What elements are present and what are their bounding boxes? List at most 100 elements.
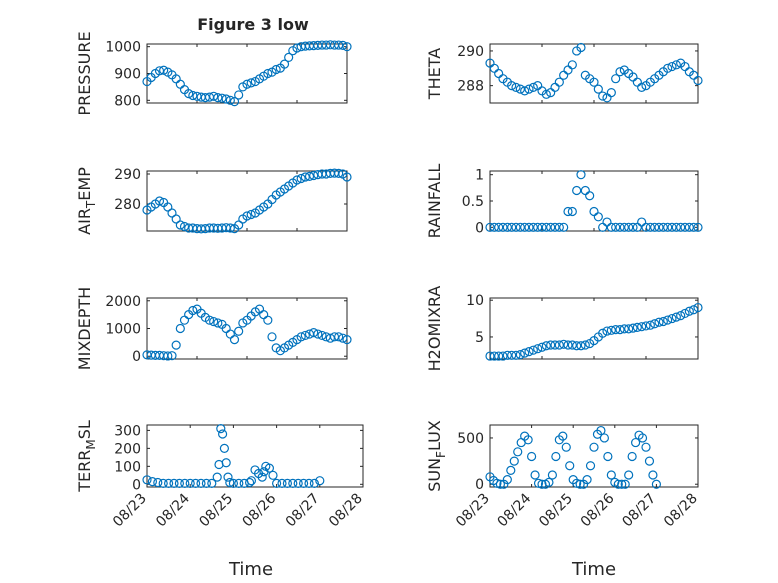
data-point: [537, 479, 547, 489]
data-point: [304, 478, 314, 489]
data-point: [637, 322, 647, 332]
y-tick-label: 100: [114, 459, 141, 475]
y-axis-label-suffix: EMP: [75, 167, 94, 201]
data-point: [164, 478, 174, 489]
data-point: [603, 451, 613, 462]
data-point: [507, 350, 517, 360]
data-point: [576, 170, 586, 180]
data-point: [533, 222, 543, 232]
data-point: [511, 222, 521, 232]
y-tick-label: 0: [475, 477, 484, 493]
subplot-4: 0 0.5 1 RAINFALL: [425, 164, 703, 239]
data-point: [219, 443, 229, 453]
y-tick-label: 290: [114, 167, 141, 183]
data-point: [304, 171, 315, 181]
data-point: [554, 222, 564, 232]
y-tick-label: 5: [475, 330, 484, 346]
data-point: [218, 429, 228, 439]
data-point: [671, 222, 681, 232]
x-axis-label-right: Time: [571, 559, 616, 580]
data-point: [502, 222, 512, 232]
data-point: [509, 456, 519, 466]
data-point: [606, 87, 616, 98]
data-point: [292, 43, 302, 53]
data-point: [641, 442, 651, 452]
data-point: [526, 451, 537, 462]
y-tick-label: 200: [114, 441, 141, 457]
data-point: [533, 344, 543, 354]
y-tick-label: 1: [475, 168, 484, 184]
axes-box: [489, 297, 699, 360]
data-point: [279, 59, 290, 69]
data-point: [506, 465, 516, 475]
data-point: [209, 91, 219, 101]
y-tick-label: 280: [114, 197, 141, 213]
y-axis-label: AIRTEMP: [75, 167, 98, 235]
data-point: [528, 345, 538, 355]
y-axis-label: MIXDEPTH: [75, 287, 94, 370]
data-point: [188, 305, 198, 316]
data-point: [650, 319, 660, 329]
data-point: [572, 341, 582, 351]
x-tick-label: 08/26: [578, 490, 618, 530]
data-point: [495, 479, 505, 489]
data-point: [663, 63, 673, 73]
data-point: [619, 222, 629, 232]
data-point: [563, 340, 573, 350]
data-point: [175, 323, 185, 334]
data-point: [645, 320, 655, 330]
axes-box: [146, 424, 364, 488]
y-tick-label: 288: [457, 79, 484, 95]
x-tick-label: 08/23: [453, 491, 493, 531]
data-point: [671, 312, 681, 322]
data-point: [589, 442, 599, 452]
data-point: [611, 325, 621, 335]
data-point: [309, 478, 319, 489]
data-point: [523, 435, 533, 445]
axes-box: [489, 170, 699, 232]
y-axis-label-subscript: T: [84, 200, 98, 209]
y-axis-label: RAINFALL: [425, 164, 444, 239]
data-point: [246, 209, 256, 220]
subplot-8: 0 500 08/23 08/24 08/25 08/26 08/27 08/28 SUNFLU…: [425, 420, 701, 530]
data-point: [201, 478, 211, 489]
data-point: [563, 206, 573, 217]
x-tick-label: 08/25: [196, 491, 236, 531]
data-point: [537, 222, 547, 232]
data-point: [225, 95, 235, 105]
data-point: [507, 222, 517, 232]
data-point: [338, 333, 348, 343]
data-point: [676, 311, 686, 321]
data-point: [520, 222, 530, 232]
data-point: [188, 90, 198, 101]
y-tick-label: 1000: [105, 40, 141, 56]
data-point: [606, 222, 616, 232]
data-point: [615, 325, 625, 335]
data-point: [511, 350, 521, 360]
data-point: [293, 478, 303, 489]
data-point: [606, 325, 616, 335]
y-tick-label: 0.5: [462, 194, 484, 210]
figure-title: Figure 3 low: [197, 15, 309, 34]
subplot-6: 5 10 H2OMIXRA: [425, 286, 703, 371]
data-point: [596, 425, 606, 436]
data-point: [580, 340, 590, 350]
x-tick-label: 08/27: [619, 491, 659, 531]
y-tick-label: 800: [114, 93, 141, 109]
data-point: [624, 222, 634, 232]
data-point: [575, 479, 585, 489]
x-tick-label: 08/23: [110, 491, 150, 531]
data-point: [191, 478, 201, 489]
y-axis-label-subscript: F: [434, 451, 448, 458]
data-point: [689, 305, 699, 315]
data-point: [689, 222, 699, 232]
x-tick-label: 08/28: [661, 491, 701, 531]
data-point: [524, 84, 534, 94]
y-axis-label-main: AIR: [75, 208, 94, 235]
y-tick-label: 290: [457, 44, 484, 60]
y-axis-label-main: TERR: [75, 450, 94, 493]
data-point: [667, 313, 677, 324]
subplot-2: 288 290 THETA: [425, 42, 703, 104]
data-point: [663, 315, 673, 325]
